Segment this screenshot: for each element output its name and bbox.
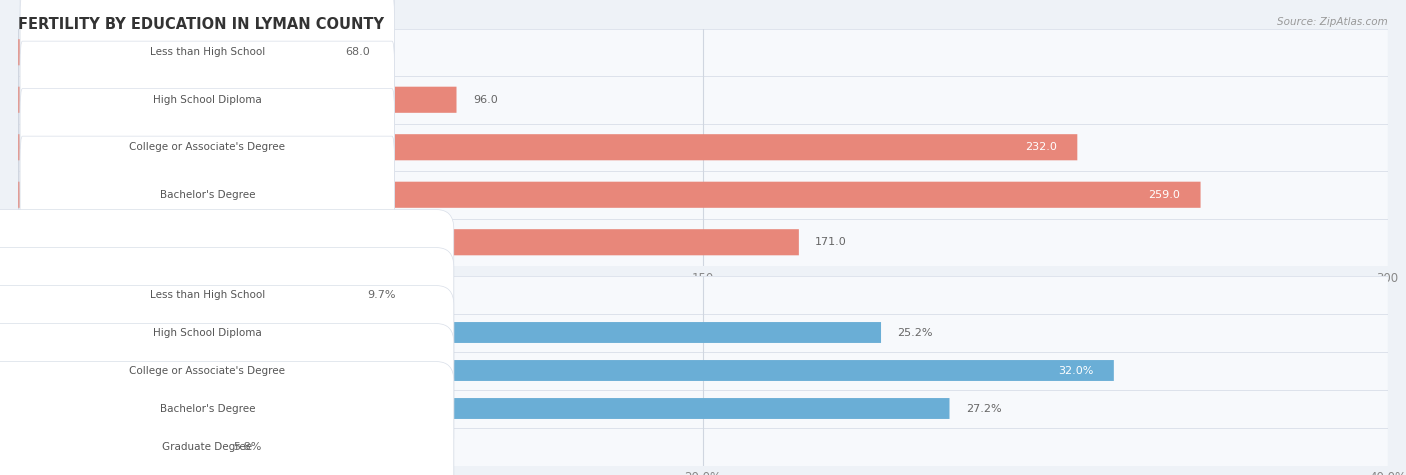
Text: 27.2%: 27.2% bbox=[966, 403, 1001, 414]
FancyBboxPatch shape bbox=[18, 218, 1388, 266]
Text: Bachelor's Degree: Bachelor's Degree bbox=[159, 403, 254, 414]
FancyBboxPatch shape bbox=[18, 390, 1388, 428]
FancyBboxPatch shape bbox=[18, 134, 1077, 161]
FancyBboxPatch shape bbox=[20, 0, 395, 158]
Text: High School Diploma: High School Diploma bbox=[153, 327, 262, 338]
Text: 9.7%: 9.7% bbox=[367, 289, 395, 300]
Text: 68.0: 68.0 bbox=[344, 47, 370, 57]
FancyBboxPatch shape bbox=[0, 323, 454, 475]
FancyBboxPatch shape bbox=[0, 247, 454, 418]
Text: FERTILITY BY EDUCATION IN LYMAN COUNTY: FERTILITY BY EDUCATION IN LYMAN COUNTY bbox=[18, 17, 384, 32]
Text: 5.8%: 5.8% bbox=[233, 441, 262, 452]
FancyBboxPatch shape bbox=[18, 436, 217, 457]
Text: 32.0%: 32.0% bbox=[1057, 365, 1094, 376]
Text: Bachelor's Degree: Bachelor's Degree bbox=[159, 190, 254, 200]
FancyBboxPatch shape bbox=[20, 0, 395, 206]
FancyBboxPatch shape bbox=[18, 314, 1388, 352]
FancyBboxPatch shape bbox=[18, 229, 799, 256]
FancyBboxPatch shape bbox=[18, 352, 1388, 390]
Text: Less than High School: Less than High School bbox=[149, 289, 264, 300]
Text: High School Diploma: High School Diploma bbox=[153, 95, 262, 105]
FancyBboxPatch shape bbox=[18, 171, 1388, 218]
Text: Less than High School: Less than High School bbox=[149, 47, 264, 57]
Text: 25.2%: 25.2% bbox=[897, 327, 934, 338]
Text: Graduate Degree: Graduate Degree bbox=[162, 441, 252, 452]
Text: College or Associate's Degree: College or Associate's Degree bbox=[129, 365, 285, 376]
FancyBboxPatch shape bbox=[0, 285, 454, 456]
FancyBboxPatch shape bbox=[18, 322, 882, 343]
FancyBboxPatch shape bbox=[0, 209, 454, 380]
FancyBboxPatch shape bbox=[18, 428, 1388, 466]
FancyBboxPatch shape bbox=[18, 28, 1388, 76]
FancyBboxPatch shape bbox=[18, 182, 1201, 208]
Text: 232.0: 232.0 bbox=[1025, 142, 1057, 152]
Text: 259.0: 259.0 bbox=[1149, 190, 1180, 200]
FancyBboxPatch shape bbox=[18, 284, 350, 305]
FancyBboxPatch shape bbox=[20, 136, 395, 348]
Text: Graduate Degree: Graduate Degree bbox=[162, 237, 252, 247]
FancyBboxPatch shape bbox=[0, 361, 454, 475]
Text: Source: ZipAtlas.com: Source: ZipAtlas.com bbox=[1277, 17, 1388, 27]
Text: 96.0: 96.0 bbox=[472, 95, 498, 105]
FancyBboxPatch shape bbox=[20, 41, 395, 253]
Text: 171.0: 171.0 bbox=[815, 237, 846, 247]
FancyBboxPatch shape bbox=[20, 89, 395, 301]
FancyBboxPatch shape bbox=[18, 276, 1388, 314]
FancyBboxPatch shape bbox=[18, 398, 949, 419]
Text: College or Associate's Degree: College or Associate's Degree bbox=[129, 142, 285, 152]
FancyBboxPatch shape bbox=[18, 124, 1388, 171]
FancyBboxPatch shape bbox=[18, 86, 457, 113]
FancyBboxPatch shape bbox=[18, 39, 329, 66]
FancyBboxPatch shape bbox=[18, 360, 1114, 381]
FancyBboxPatch shape bbox=[18, 76, 1388, 124]
